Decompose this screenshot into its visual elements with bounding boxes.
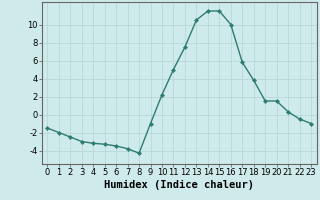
X-axis label: Humidex (Indice chaleur): Humidex (Indice chaleur) bbox=[104, 180, 254, 190]
